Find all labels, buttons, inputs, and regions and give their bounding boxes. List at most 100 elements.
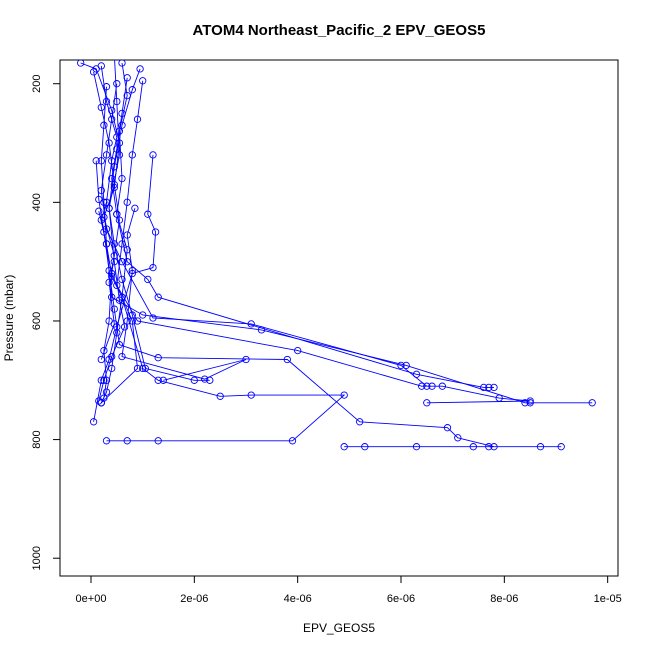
data-point [100,376,108,384]
data-point [128,86,136,94]
data-point [118,352,126,361]
data-point [133,115,142,123]
data-point [92,157,100,165]
data-point [402,361,410,370]
data-point [113,97,121,106]
data-point [154,376,162,384]
data-point [283,355,291,364]
data-point [131,204,139,212]
data-point [95,207,103,215]
data-point [95,397,103,405]
data-point [97,376,105,384]
data-point [115,151,124,159]
data-point [149,263,157,272]
profile-series-14 [77,60,124,364]
data-point [485,383,493,392]
data-point [105,204,113,212]
data-point [144,275,152,284]
data-point [108,364,116,373]
data-point [428,382,436,390]
data-point [397,361,405,370]
data-point [144,210,152,218]
data-point [133,317,142,325]
data-point [108,272,116,281]
profile-line [95,160,562,448]
data-point [102,376,111,384]
data-point [490,383,498,392]
data-point [89,418,98,426]
data-point [123,317,131,325]
data-point [490,443,498,451]
data-point [149,314,157,322]
data-point [557,443,565,451]
data-point [340,391,348,399]
data-point [469,443,477,451]
data-point [139,77,147,85]
data-point [115,216,124,224]
data-point [133,364,142,373]
data-point [536,443,545,451]
y-tick-label: 600 [31,312,43,330]
data-point [115,139,124,147]
y-tick-label: 800 [31,430,43,448]
data-point [526,399,534,407]
data-point [105,278,113,287]
profile-series-12 [118,204,250,384]
data-point [118,240,126,248]
data-point [97,355,105,364]
data-point [118,258,126,266]
data-point [149,151,157,159]
data-point [100,121,108,129]
data-point [102,437,111,445]
data-point [108,115,116,123]
data-point [113,80,121,88]
profile-line [100,86,593,404]
data-point [154,354,162,362]
profile-line [98,60,126,402]
data-point [108,106,116,115]
profile-series-6 [108,74,498,392]
data-point [190,376,198,384]
data-point [361,443,369,451]
profile-series-13 [95,60,129,405]
data-point [113,210,121,218]
data-point [128,151,136,159]
profile-line [121,208,247,381]
data-point [526,397,534,405]
data-point [495,394,503,402]
data-point [123,437,131,445]
data-point [92,65,100,73]
data-point [294,346,302,355]
x-tick-label: 6e-06 [387,593,415,605]
data-point [480,383,488,392]
profile-series-8 [113,77,534,407]
data-point [443,424,452,432]
data-point [588,399,596,407]
x-axis: 0e+00 2e-06 4e-06 6e-06 8e-06 1e-05 [76,575,622,605]
data-point [102,151,111,159]
data-point [100,346,108,355]
profile-series-9 [92,157,565,451]
data-point [110,320,118,328]
y-tick-label: 400 [31,193,43,211]
data-point [154,437,162,445]
data-point [123,74,131,82]
data-point [412,443,421,451]
data-point [201,375,209,383]
x-tick-label: 4e-06 [284,593,312,605]
plot-area [77,60,596,451]
data-point [110,183,118,192]
x-tick-label: 8e-06 [490,593,518,605]
data-point [113,145,121,153]
data-point [356,418,364,426]
data-point [115,296,124,304]
profile-series-5 [97,80,431,390]
data-point [100,228,108,236]
data-point [118,60,126,67]
x-tick-label: 0e+00 [76,593,107,605]
data-point [159,376,167,384]
data-point [151,228,160,236]
data-point [288,437,297,445]
data-point [139,311,147,319]
